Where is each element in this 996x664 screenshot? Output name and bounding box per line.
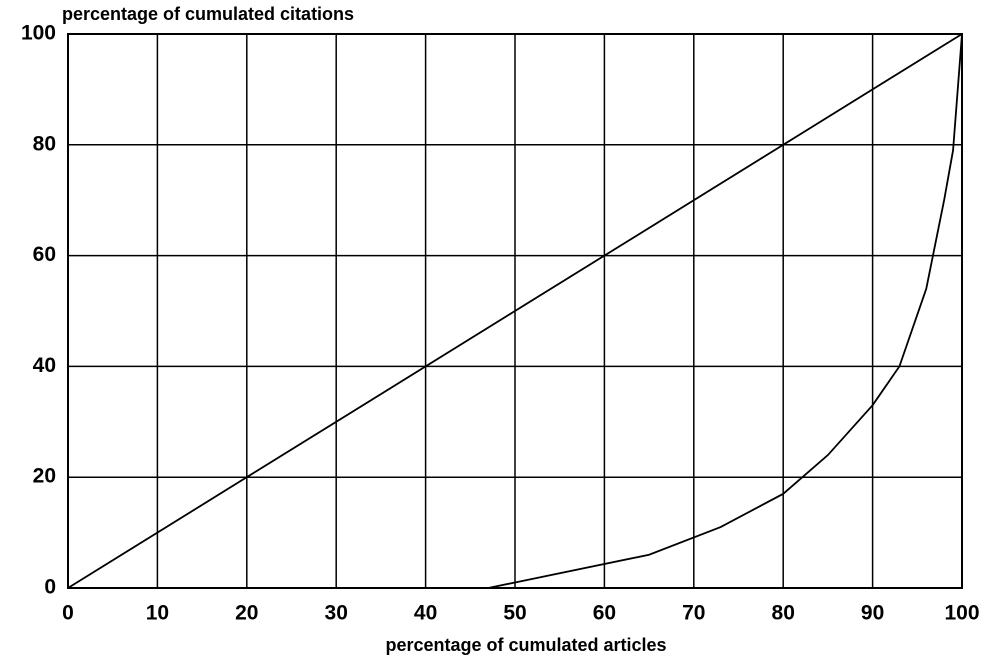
y-tick-label: 0 (44, 576, 56, 599)
y-tick-label: 100 (21, 22, 56, 45)
x-tick-label: 20 (235, 602, 258, 625)
plot-frame (67, 33, 963, 589)
x-tick-label: 100 (944, 602, 979, 625)
x-tick-label: 80 (772, 602, 795, 625)
x-axis-label: percentage of cumulated articles (385, 635, 666, 655)
x-tick-label: 60 (593, 602, 616, 625)
x-tick-label: 10 (146, 602, 169, 625)
x-tick-label: 70 (682, 602, 705, 625)
x-tick-label: 50 (503, 602, 526, 625)
line (68, 33, 963, 589)
y-tick-label: 40 (33, 354, 56, 377)
line (67, 33, 963, 589)
y-tick-label: 20 (33, 465, 56, 488)
y-tick-label: 80 (33, 132, 56, 155)
y-axis-label: percentage of cumulated citations (62, 4, 354, 24)
x-tick-label: 90 (861, 602, 884, 625)
x-tick-label: 30 (325, 602, 348, 625)
x-tick-label: 40 (414, 602, 437, 625)
y-tick-label: 60 (33, 243, 56, 266)
x-tick-label: 0 (62, 602, 74, 625)
